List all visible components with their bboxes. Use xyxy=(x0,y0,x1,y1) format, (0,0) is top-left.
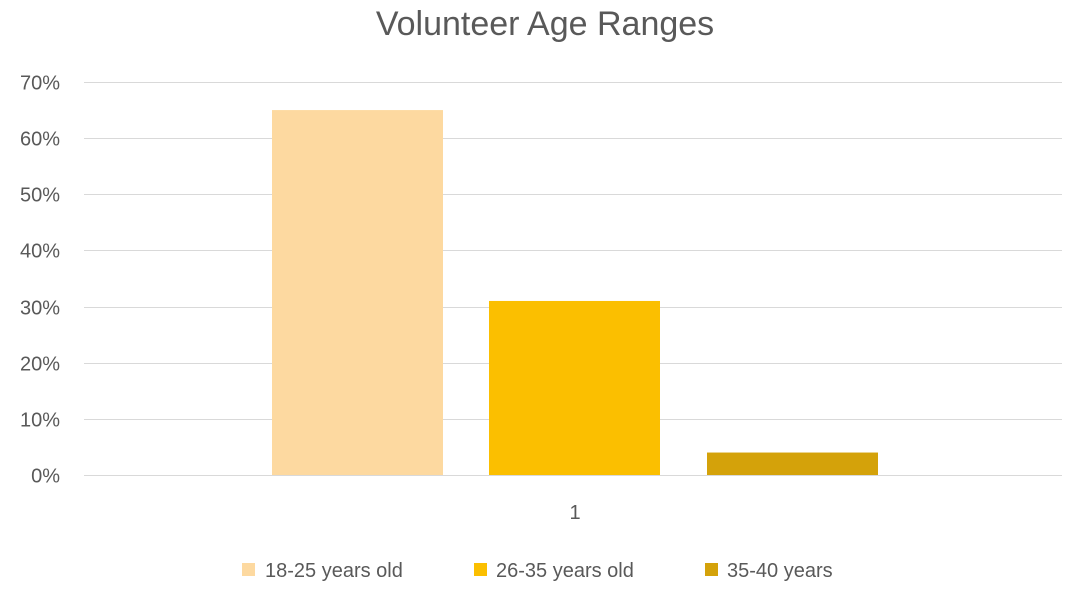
y-tick-label: 30% xyxy=(20,298,60,320)
y-tick-label: 0% xyxy=(31,466,60,488)
axis-layer: 0% 10% 20% 30% 40% 50% 60% 70% 1 xyxy=(20,73,581,525)
legend-label: 26-35 years old xyxy=(496,560,634,582)
chart-title: Volunteer Age Ranges xyxy=(376,5,714,43)
bar-layer xyxy=(272,110,878,476)
legend-label: 18-25 years old xyxy=(265,560,403,582)
x-tick-label: 1 xyxy=(569,502,580,524)
bar xyxy=(272,110,443,476)
legend: 18-25 years old 26-35 years old 35-40 year… xyxy=(242,560,833,582)
legend-swatch xyxy=(474,563,487,576)
bar xyxy=(707,452,878,475)
y-tick-label: 60% xyxy=(20,129,60,151)
legend-swatch xyxy=(705,563,718,576)
y-tick-label: 50% xyxy=(20,185,60,207)
y-tick-label: 10% xyxy=(20,410,60,432)
y-tick-label: 20% xyxy=(20,354,60,376)
bar xyxy=(489,300,660,475)
y-tick-label: 40% xyxy=(20,241,60,263)
legend-swatch xyxy=(242,563,255,576)
legend-label: 35-40 years xyxy=(727,560,833,582)
y-tick-label: 70% xyxy=(20,73,60,95)
